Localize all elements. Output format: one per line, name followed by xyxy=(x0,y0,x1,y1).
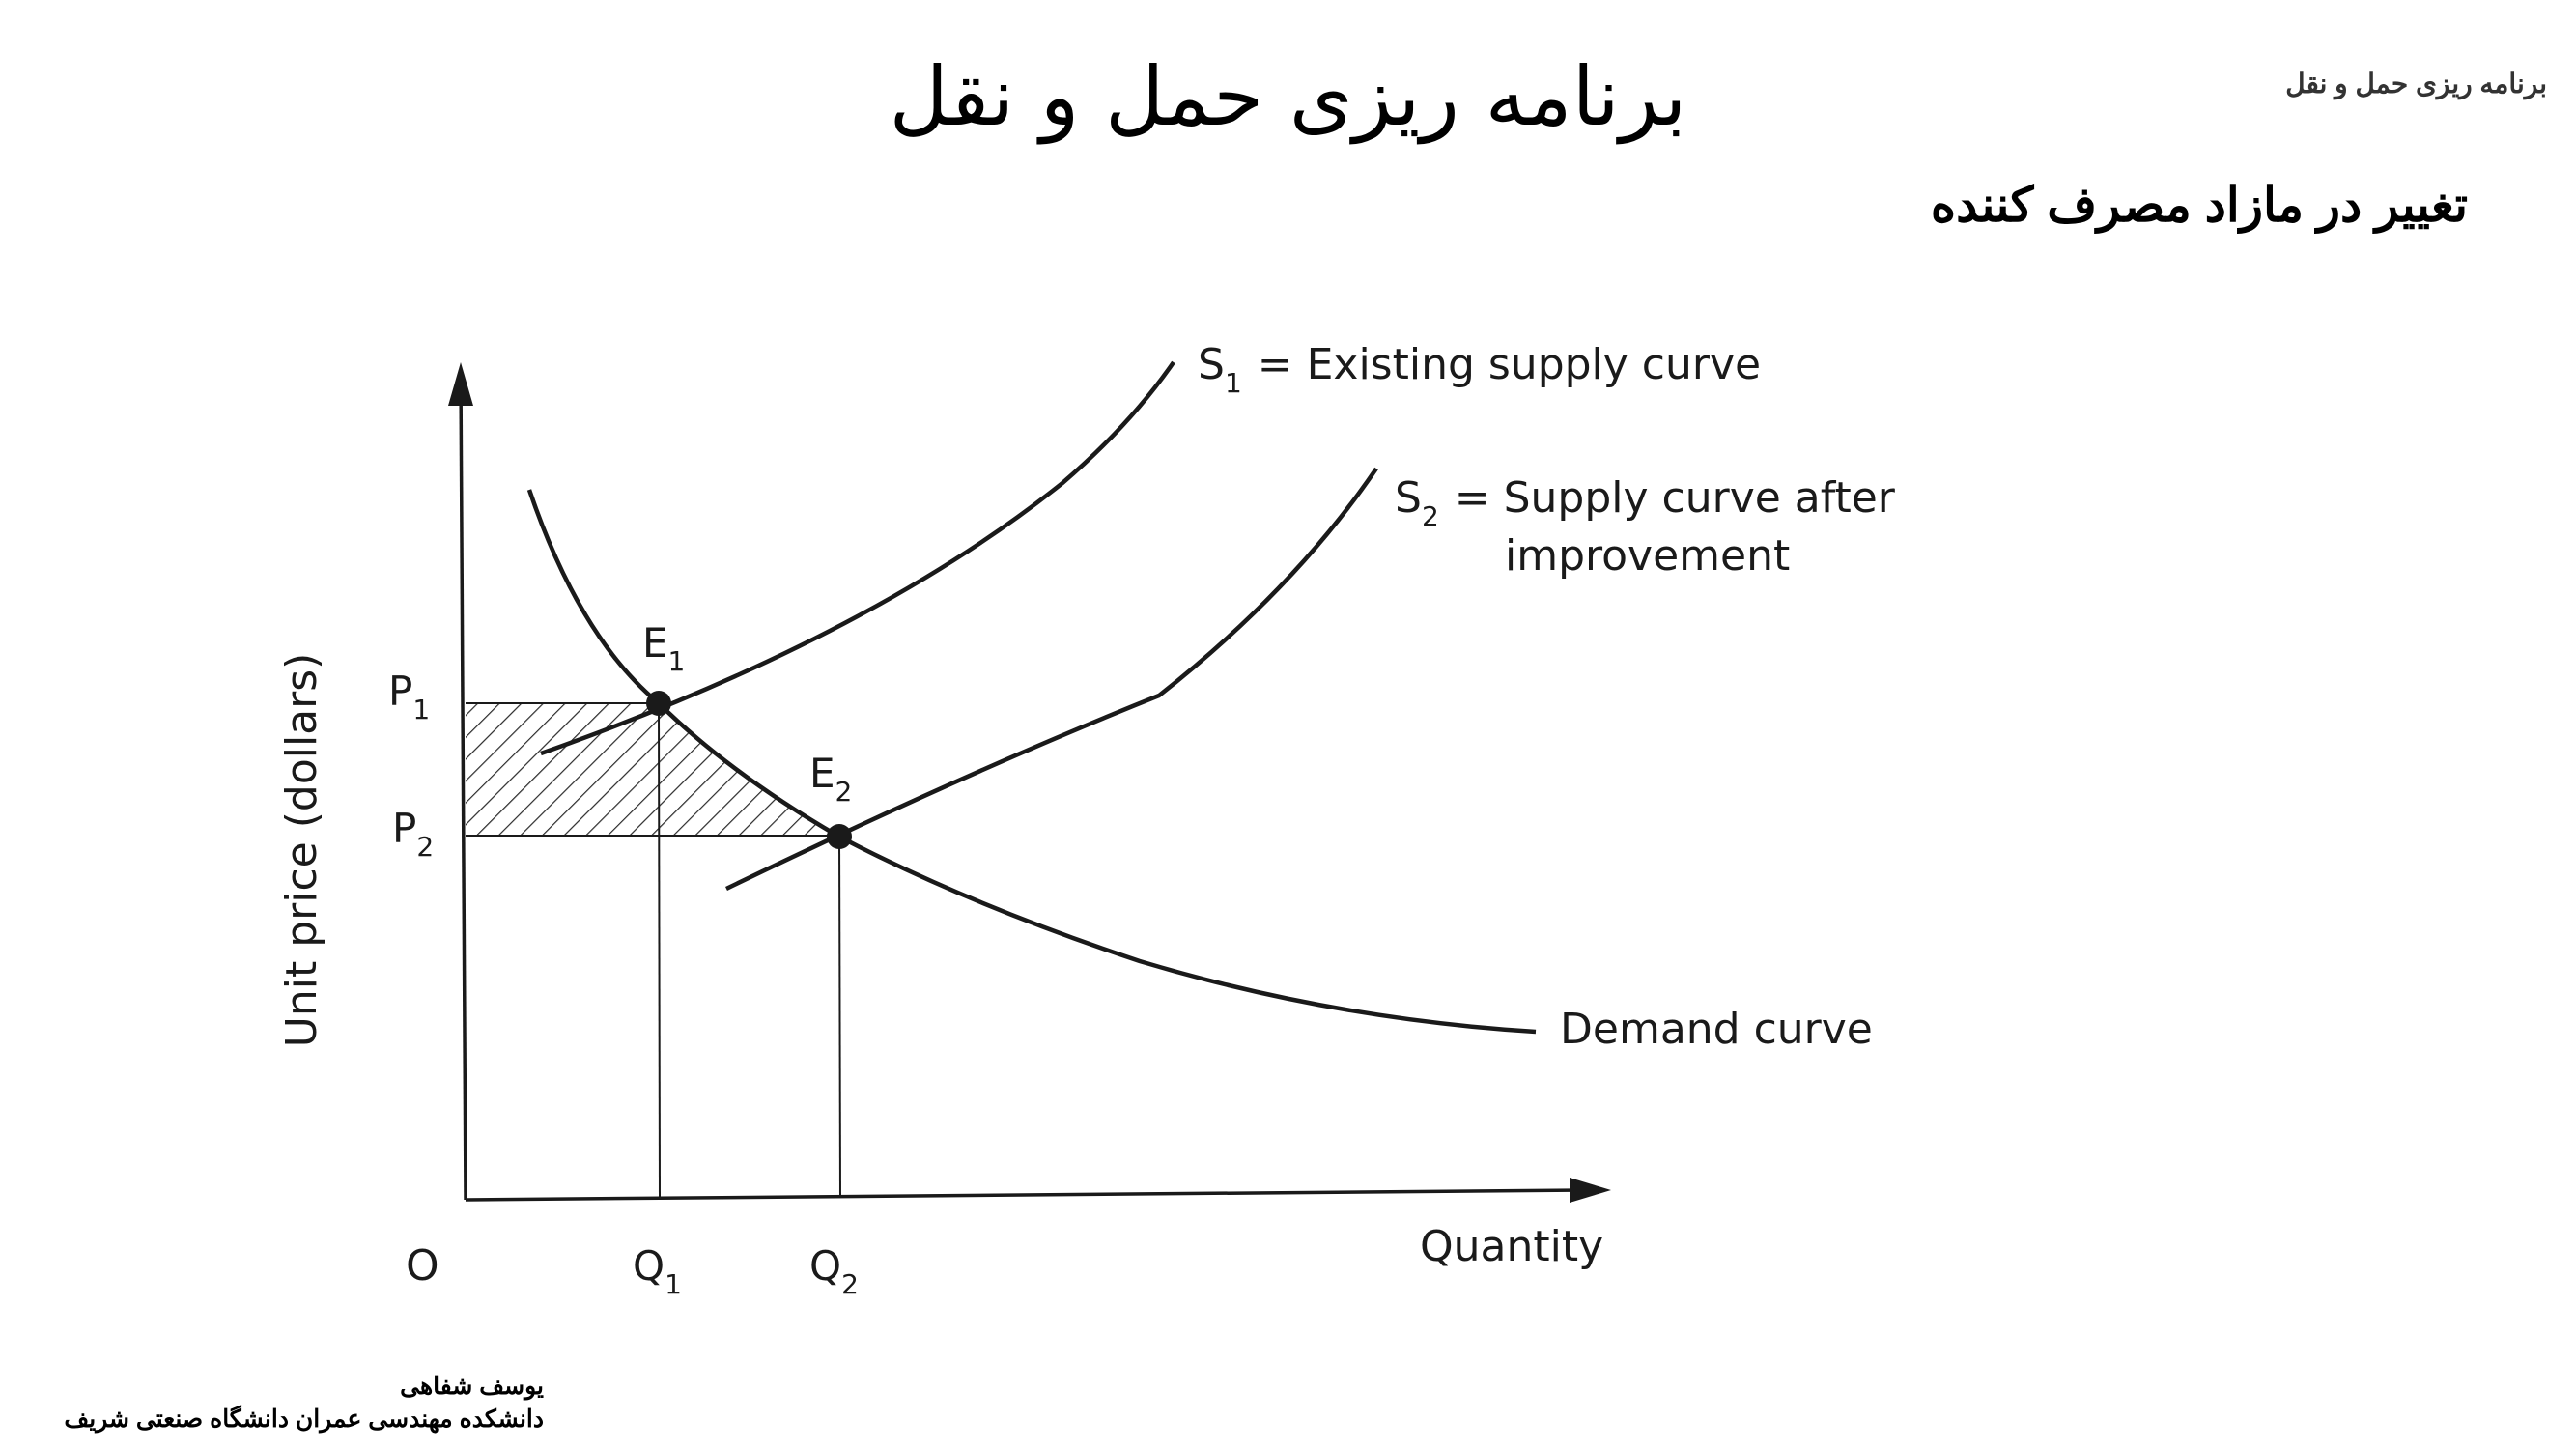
p2-label: P2 xyxy=(392,805,434,863)
footer-affiliation: دانشکده مهندسی عمران دانشگاه صنعتی شریف xyxy=(64,1406,544,1433)
slide-subtitle: تغییر در مازاد مصرف کننده xyxy=(1930,178,2468,232)
s1-label: S1 = Existing supply curve xyxy=(1198,340,1761,399)
q2-label: Q2 xyxy=(809,1242,859,1300)
curves xyxy=(526,360,1537,1035)
s2-label: S2 = Supply curve after xyxy=(1395,473,1896,532)
q1-line xyxy=(658,702,661,1199)
q1-label: Q1 xyxy=(633,1242,682,1300)
header-note: برنامه ریزی حمل و نقل xyxy=(2285,69,2547,99)
x-axis xyxy=(465,1188,1585,1202)
demand-label: Demand curve xyxy=(1560,1005,1873,1054)
s2-improved-supply-curve xyxy=(725,467,1378,892)
x-axis-label: Quantity xyxy=(1420,1222,1603,1271)
guide-lines xyxy=(466,702,841,1199)
footer-author: یوسف شفاهی xyxy=(400,1373,544,1400)
origin-label: O xyxy=(406,1241,439,1291)
e2-point xyxy=(827,824,852,849)
p1-label: P1 xyxy=(388,668,430,725)
q2-line xyxy=(838,835,841,1197)
slide-title: برنامه ریزی حمل و نقل xyxy=(889,49,1687,144)
x-axis-arrowhead xyxy=(1570,1178,1611,1203)
footer: یوسف شفاهی دانشکده مهندسی عمران دانشگاه … xyxy=(17,1370,544,1435)
y-axis-label: Unit price (dollars) xyxy=(277,653,326,1048)
s2-label-line2: improvement xyxy=(1505,531,1790,581)
e2-label: E2 xyxy=(809,750,852,808)
y-axis-arrowhead xyxy=(448,362,473,406)
axes xyxy=(448,362,1611,1203)
e1-label: E1 xyxy=(642,619,685,677)
demand-curve xyxy=(526,489,1537,1035)
y-axis xyxy=(459,374,467,1201)
consumer-surplus-area xyxy=(466,703,837,836)
e1-point xyxy=(646,691,671,716)
s1-existing-supply-curve xyxy=(540,360,1175,756)
